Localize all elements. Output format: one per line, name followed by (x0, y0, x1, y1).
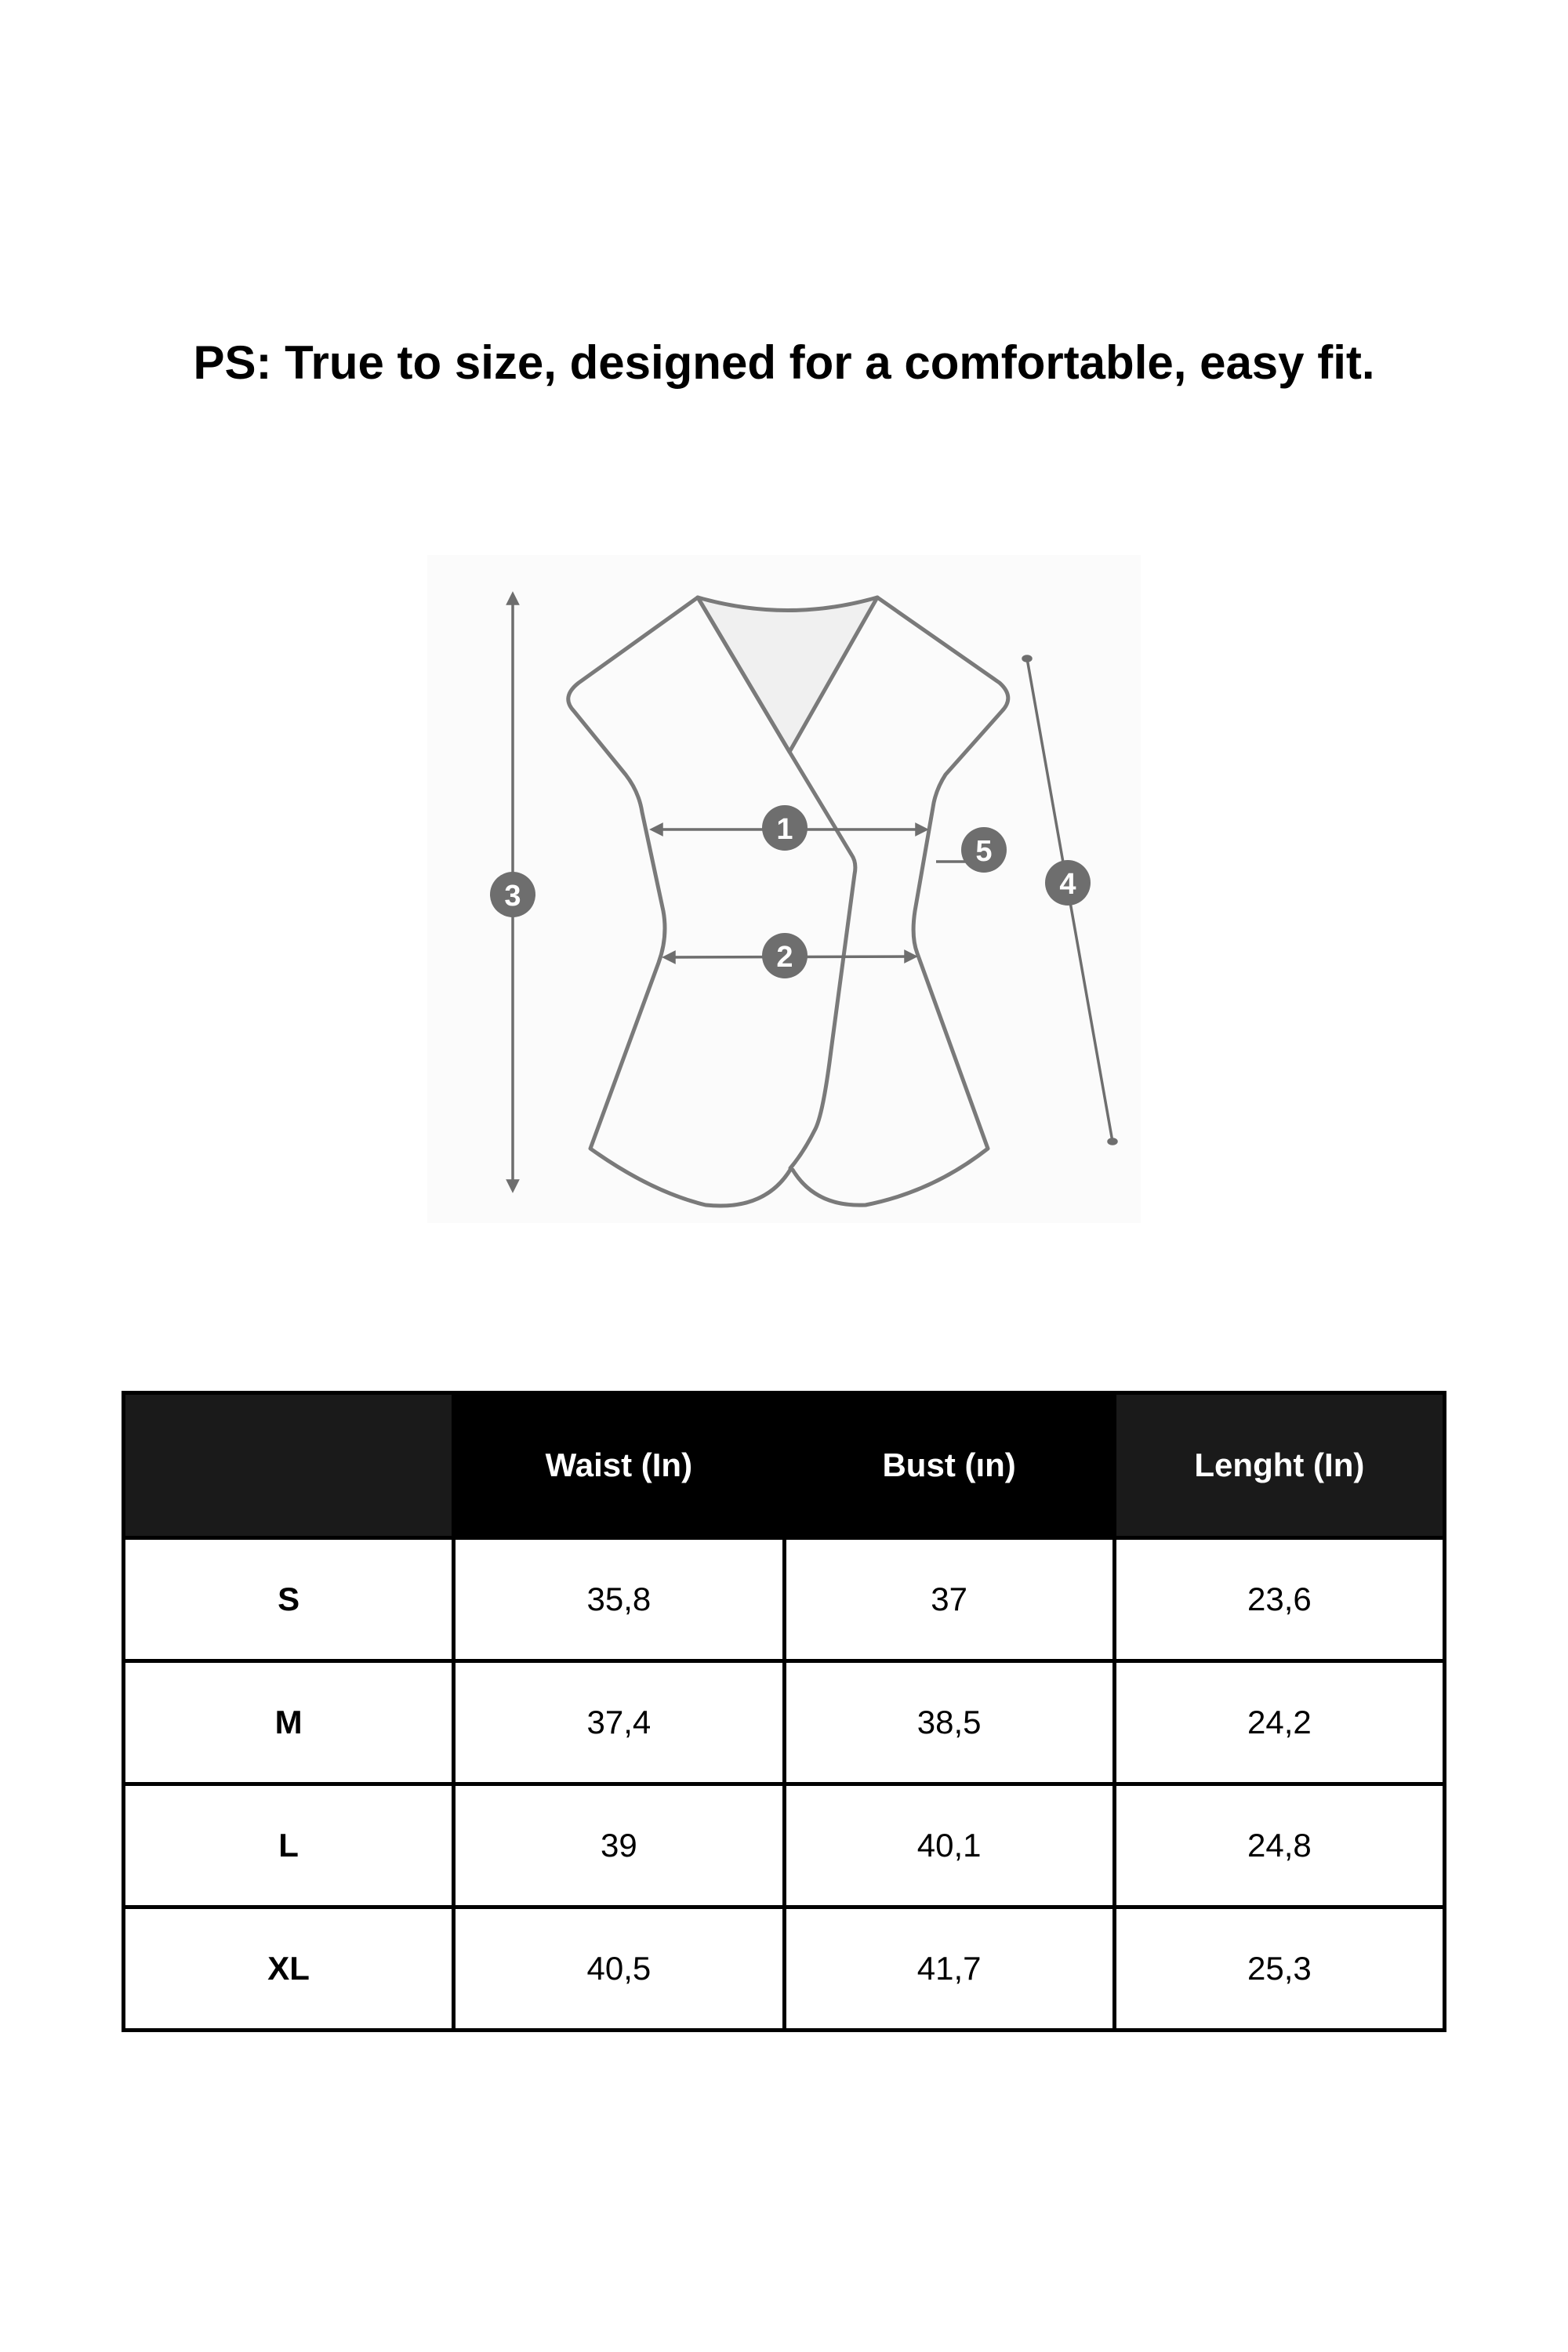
marker-5: 5 (961, 827, 1007, 873)
endpoint (1107, 1138, 1118, 1145)
fit-note-title: PS: True to size, designed for a comfort… (193, 336, 1375, 389)
marker-1: 1 (762, 805, 808, 851)
bust-cell: 37 (782, 1536, 1116, 1663)
table-row: S 35,8 37 23,6 (121, 1536, 1447, 1663)
waist-cell: 39 (452, 1782, 786, 1909)
marker-4: 4 (1045, 860, 1091, 906)
length-cell: 25,3 (1112, 1905, 1447, 2032)
vest-outline-left (566, 595, 793, 1208)
vest-outline-right (790, 595, 1011, 1207)
svg-text:4: 4 (1059, 868, 1076, 901)
bust-cell: 38,5 (782, 1659, 1116, 1786)
header-bust: Bust (ın) (782, 1391, 1116, 1540)
table-row: L 39 40,1 24,8 (121, 1782, 1447, 1909)
arrowhead (662, 949, 918, 964)
header-size (121, 1391, 456, 1540)
neck-inner-panel (695, 595, 880, 754)
size-cell: XL (121, 1905, 456, 2032)
length-cell: 24,2 (1112, 1659, 1447, 1786)
svg-text:5: 5 (975, 835, 992, 868)
size-chart-table: Waist (In) Bust (ın) Lenght (In) S 35,8 … (121, 1391, 1447, 2032)
header-waist: Waist (In) (452, 1391, 786, 1540)
table-row: XL 40,5 41,7 25,3 (121, 1905, 1447, 2032)
length-cell: 23,6 (1112, 1536, 1447, 1663)
waist-cell: 40,5 (452, 1905, 786, 2032)
size-cell: S (121, 1536, 456, 1663)
marker-2: 2 (762, 933, 808, 978)
svg-text:3: 3 (504, 880, 521, 913)
marker-3: 3 (490, 872, 535, 917)
arrowhead (649, 822, 929, 837)
svg-text:2: 2 (776, 941, 793, 974)
table-row: M 37,4 38,5 24,2 (121, 1659, 1447, 1786)
bust-cell: 40,1 (782, 1782, 1116, 1909)
table-header-row: Waist (In) Bust (ın) Lenght (In) (121, 1391, 1447, 1540)
size-cell: M (121, 1659, 456, 1786)
size-cell: L (121, 1782, 456, 1909)
bust-cell: 41,7 (782, 1905, 1116, 2032)
endpoint (1022, 655, 1033, 662)
svg-text:1: 1 (776, 813, 793, 846)
waist-cell: 35,8 (452, 1536, 786, 1663)
arrowhead (506, 591, 520, 1193)
waist-cell: 37,4 (452, 1659, 786, 1786)
header-length: Lenght (In) (1112, 1391, 1447, 1540)
vest-front-overlap (695, 595, 858, 1171)
length-cell: 24,8 (1112, 1782, 1447, 1909)
